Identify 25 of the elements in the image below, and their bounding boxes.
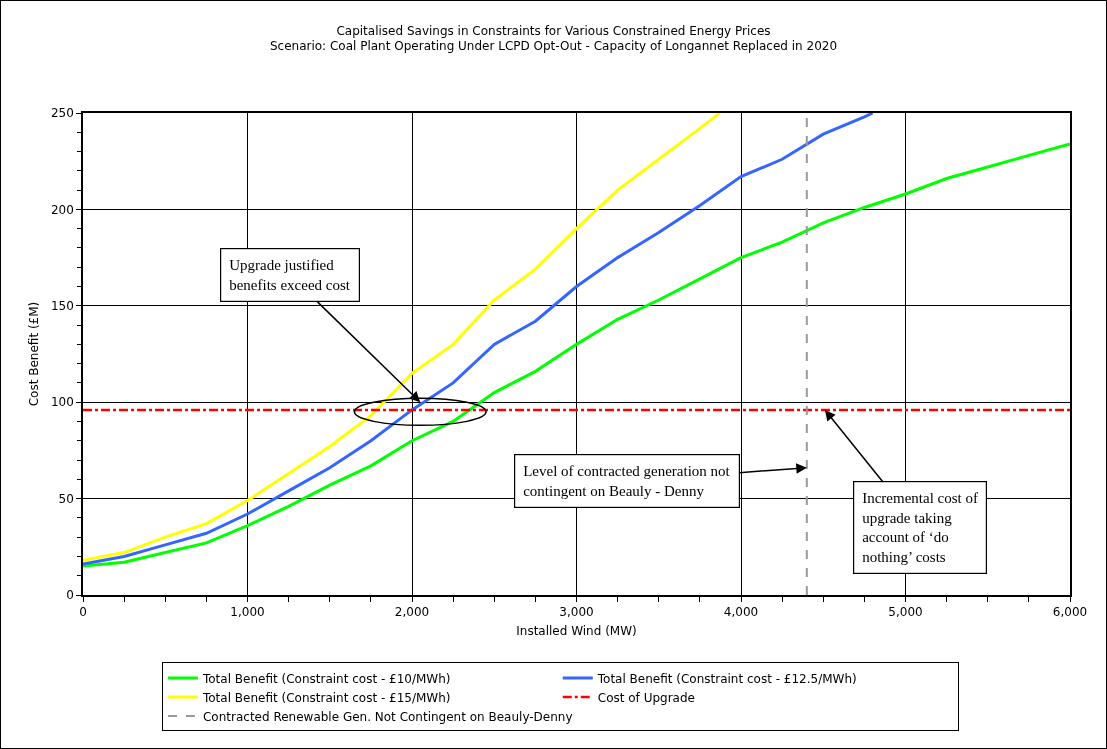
x-tick-label: 4,000	[723, 605, 759, 620]
legend-label: Total Benefit (Constraint cost - £10/MWh)	[201, 671, 451, 686]
y-axis-title: Cost Benefit (£M)	[26, 301, 41, 407]
legend-label: Contracted Renewable Gen. Not Contingent on Beauly-Denny	[202, 709, 573, 724]
y-tick-label: 150	[50, 299, 74, 313]
y-tick-label: 250	[50, 106, 74, 121]
x-tick-label: 2,000	[394, 605, 430, 620]
legend-label: Total Benefit (Constraint cost - £12.5/MWh)	[596, 671, 857, 686]
legend-label: Total Benefit (Constraint cost - £15/MWh)	[201, 690, 451, 705]
legend-label: Cost of Upgrade	[597, 690, 695, 705]
x-tick-label: 3,000	[559, 605, 594, 620]
x-tick-label: 5,000	[888, 605, 923, 620]
y-tick-label: 0	[66, 588, 74, 603]
annotation: Level of contracted generation not contingent on Beauly - Denny	[523, 463, 731, 499]
x-tick-label: 6,000	[1052, 605, 1088, 620]
chart-title: Capitalised Savings in Constraints for Various Constrained Energy Prices	[336, 23, 771, 38]
chart-subtitle: Scenario: Coal Plant Operating Under LCPD Opt-Out - Capacity of Longannet Replaced in 2020	[269, 39, 838, 54]
annotation: Incremental cost of upgrade taking account of ‘do nothing’ costs	[862, 490, 978, 565]
x-tick-label: 0	[79, 605, 87, 620]
x-tick-label: 1,000	[230, 605, 265, 620]
x-axis-title: Installed Wind (MW)	[516, 623, 637, 638]
annotation: Upgrade justified benefits exceed cost	[229, 257, 351, 293]
y-tick-label: 200	[50, 202, 74, 217]
y-tick-label: 100	[50, 395, 74, 410]
y-tick-label: 50	[58, 491, 74, 506]
